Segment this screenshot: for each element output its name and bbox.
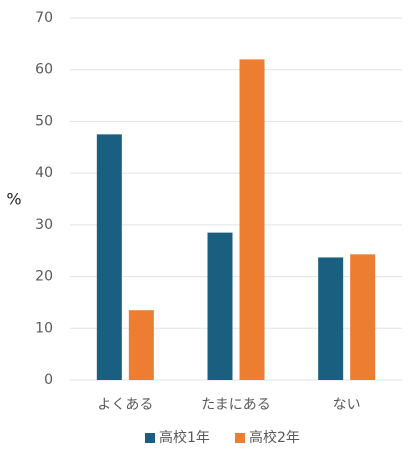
legend-label: 高校2年 — [249, 429, 300, 446]
bar — [239, 59, 265, 380]
legend-swatch — [235, 433, 245, 443]
y-tick-label: 40 — [35, 165, 53, 181]
x-tick-label: ない — [333, 397, 361, 413]
y-tick-label: 60 — [35, 62, 53, 78]
y-tick-label: 30 — [35, 217, 53, 233]
x-tick-label: よくある — [97, 397, 153, 413]
legend-label: 高校1年 — [159, 429, 210, 446]
y-tick-label: 10 — [35, 320, 53, 336]
y-tick-label: 70 — [35, 10, 53, 26]
bar — [350, 254, 376, 380]
y-axis-label: % — [6, 190, 21, 209]
bar — [96, 134, 122, 380]
legend-swatch — [145, 433, 155, 443]
y-tick-label: 20 — [35, 269, 53, 285]
bar — [207, 232, 233, 380]
bar — [318, 257, 344, 380]
y-tick-label: 0 — [44, 372, 53, 388]
y-tick-label: 50 — [35, 113, 53, 129]
bar — [128, 310, 154, 380]
x-tick-label: たまにある — [201, 397, 271, 413]
